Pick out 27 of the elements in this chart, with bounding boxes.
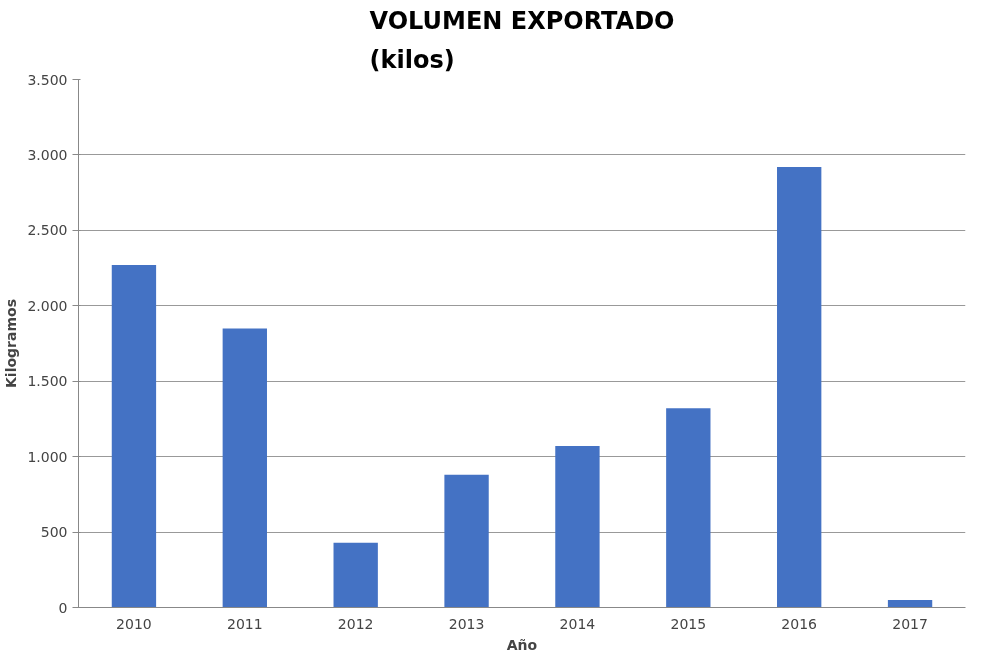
x-tick-label: 2013 bbox=[448, 615, 485, 632]
bar bbox=[444, 474, 489, 608]
y-tick-label: 2.000 bbox=[27, 297, 68, 314]
bar bbox=[555, 446, 600, 608]
x-tick-label: 2014 bbox=[559, 615, 596, 632]
chart-title: VOLUMEN EXPORTADO (kilos) bbox=[369, 7, 675, 75]
bar bbox=[887, 599, 933, 608]
y-tick-label: 1.500 bbox=[27, 373, 68, 390]
x-tick-label: 2016 bbox=[781, 615, 818, 632]
x-tick-label: 2010 bbox=[116, 615, 152, 632]
x-tick-label: 2015 bbox=[670, 615, 707, 632]
bar bbox=[666, 408, 711, 608]
y-tick-label: 3.500 bbox=[27, 71, 68, 88]
x-tick-label: 2011 bbox=[227, 615, 263, 632]
bar bbox=[777, 167, 822, 608]
y-tick-label: 1.000 bbox=[27, 448, 68, 465]
x-axis-title: Año bbox=[506, 636, 538, 653]
y-tick-label: 3.000 bbox=[27, 146, 68, 163]
y-tick-label: 2.500 bbox=[27, 222, 68, 239]
bar bbox=[333, 542, 378, 608]
y-tick-label: 0 bbox=[58, 599, 68, 616]
y-tick-label: 500 bbox=[40, 524, 68, 541]
x-tick-label: 2017 bbox=[892, 615, 928, 632]
bar bbox=[222, 328, 267, 608]
bar bbox=[111, 265, 157, 608]
x-tick-label: 2012 bbox=[337, 615, 374, 632]
y-axis-title: Kilogramos bbox=[3, 299, 20, 388]
